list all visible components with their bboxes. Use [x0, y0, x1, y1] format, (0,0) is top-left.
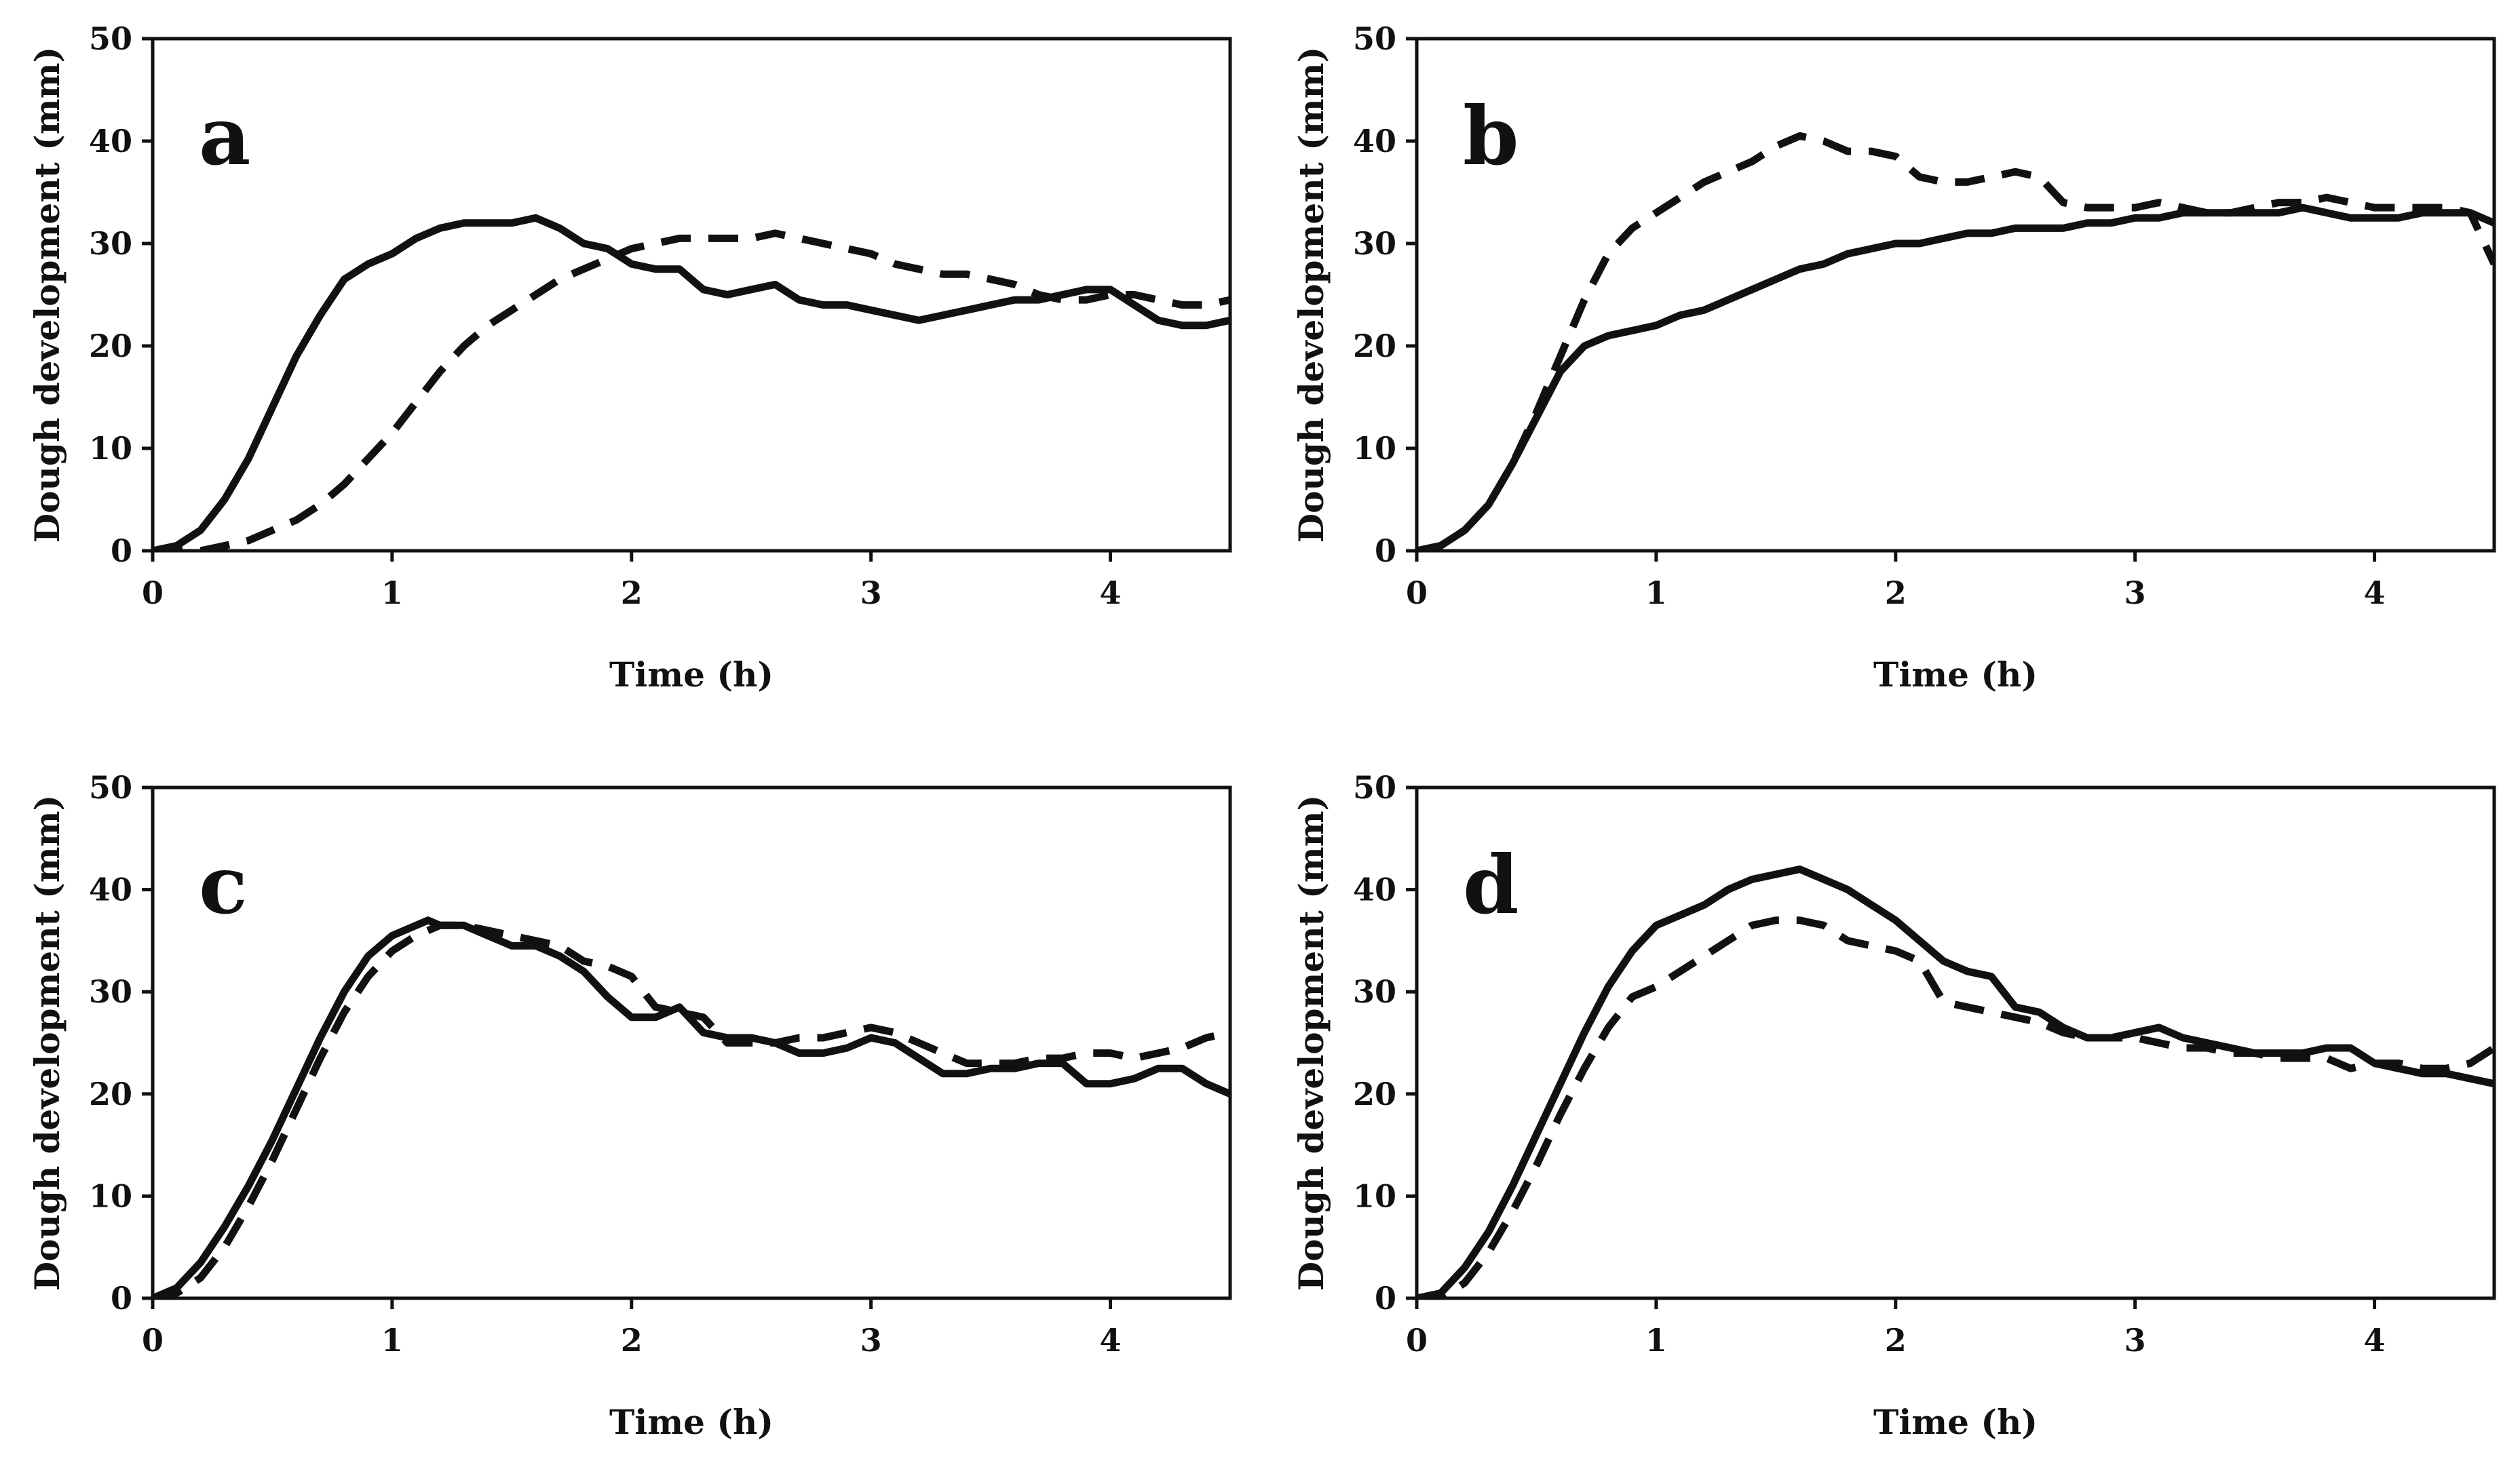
- y-tick-label: 40: [89, 123, 132, 159]
- x-axis-title: Time (h): [609, 1402, 774, 1442]
- y-tick-label: 0: [111, 532, 132, 569]
- x-tick-label: 2: [1885, 575, 1907, 611]
- series-line-solid: [1417, 203, 2494, 551]
- series-line-dashed: [1417, 916, 2494, 1298]
- x-tick-label: 3: [860, 575, 882, 611]
- y-axis-title: Dough development (mm): [27, 795, 67, 1291]
- y-tick-label: 10: [89, 1178, 132, 1214]
- y-tick-label: 30: [1353, 225, 1396, 262]
- panel-c: 0 10 20 30 40 50 0 1 2 3 4 Time (h) Dough developmen…: [27, 769, 1232, 1442]
- y-tick-label: 50: [1353, 769, 1396, 806]
- y-tick-label: 20: [89, 1076, 132, 1112]
- y-tick-label: 0: [1375, 1280, 1396, 1317]
- panel-letter: d: [1463, 838, 1519, 932]
- x-axis-title: Time (h): [1873, 1402, 2038, 1442]
- plot-frame: [151, 37, 1232, 553]
- y-tick-label: 0: [111, 1280, 132, 1317]
- x-tick-label: 0: [1406, 575, 1428, 611]
- x-tick-label: 4: [2364, 575, 2386, 611]
- plot-frame: [151, 785, 1232, 1300]
- x-tick-label: 2: [1885, 1322, 1907, 1359]
- y-tick-label: 40: [89, 872, 132, 908]
- x-tick-label: 4: [1100, 575, 1122, 611]
- x-tick-label: 4: [2364, 1322, 2386, 1359]
- y-tick-label: 50: [89, 769, 132, 806]
- x-tick-label: 0: [142, 1322, 164, 1359]
- x-tick-label: 3: [2124, 1322, 2146, 1359]
- x-tick-label: 1: [381, 1322, 403, 1359]
- panel-d: 0 10 20 30 40 50 0 1 2 3 4 Time (h) Dough developmen…: [1291, 769, 2496, 1442]
- y-tick-label: 30: [89, 225, 132, 262]
- plot-frame: [1415, 37, 2496, 553]
- y-tick-label: 20: [1353, 328, 1396, 364]
- x-tick-label: 1: [1645, 1322, 1667, 1359]
- y-axis-title: Dough development (mm): [1291, 795, 1331, 1291]
- y-tick-label: 50: [89, 20, 132, 57]
- x-axis-title: Time (h): [1873, 655, 2038, 695]
- x-tick-label: 1: [1645, 575, 1667, 611]
- y-tick-label: 20: [89, 328, 132, 364]
- y-tick-label: 10: [89, 430, 132, 467]
- series-line-solid: [153, 214, 1230, 551]
- y-tick-label: 30: [89, 973, 132, 1010]
- x-tick-label: 4: [1100, 1322, 1122, 1359]
- x-tick-label: 3: [2124, 575, 2146, 611]
- y-tick-label: 0: [1375, 532, 1396, 569]
- series-line-solid: [1417, 865, 2494, 1298]
- y-tick-label: 50: [1353, 20, 1396, 57]
- y-axis-title: Dough development (mm): [27, 47, 67, 543]
- x-tick-label: 0: [1406, 1322, 1428, 1359]
- panel-b: 0 10 20 30 40 50 0 1 2 3 4 Time (h) Dough developmen…: [1291, 20, 2496, 695]
- x-tick-label: 2: [621, 575, 643, 611]
- x-tick-label: 1: [381, 575, 403, 611]
- x-tick-label: 2: [621, 1322, 643, 1359]
- x-tick-label: 0: [142, 575, 164, 611]
- series-line-solid: [153, 916, 1230, 1298]
- y-tick-label: 10: [1353, 430, 1396, 467]
- y-tick-label: 40: [1353, 123, 1396, 159]
- series-line-dashed: [153, 921, 1230, 1298]
- y-tick-label: 10: [1353, 1178, 1396, 1214]
- y-tick-label: 20: [1353, 1076, 1396, 1112]
- panel-letter: a: [199, 89, 250, 183]
- x-tick-label: 3: [860, 1322, 882, 1359]
- panel-letter: c: [199, 838, 248, 932]
- plot-frame: [1415, 785, 2496, 1300]
- panel-a: 0 10 20 30 40 50 0 1 2 3 4 Time (h) Dough developmen…: [27, 20, 1232, 695]
- y-tick-label: 30: [1353, 973, 1396, 1010]
- panel-letter: b: [1463, 89, 1519, 183]
- y-axis-title: Dough development (mm): [1291, 47, 1331, 543]
- y-tick-label: 40: [1353, 872, 1396, 908]
- series-line-dashed: [1417, 132, 2494, 551]
- series-line-dashed: [153, 229, 1230, 551]
- x-axis-title: Time (h): [609, 655, 774, 695]
